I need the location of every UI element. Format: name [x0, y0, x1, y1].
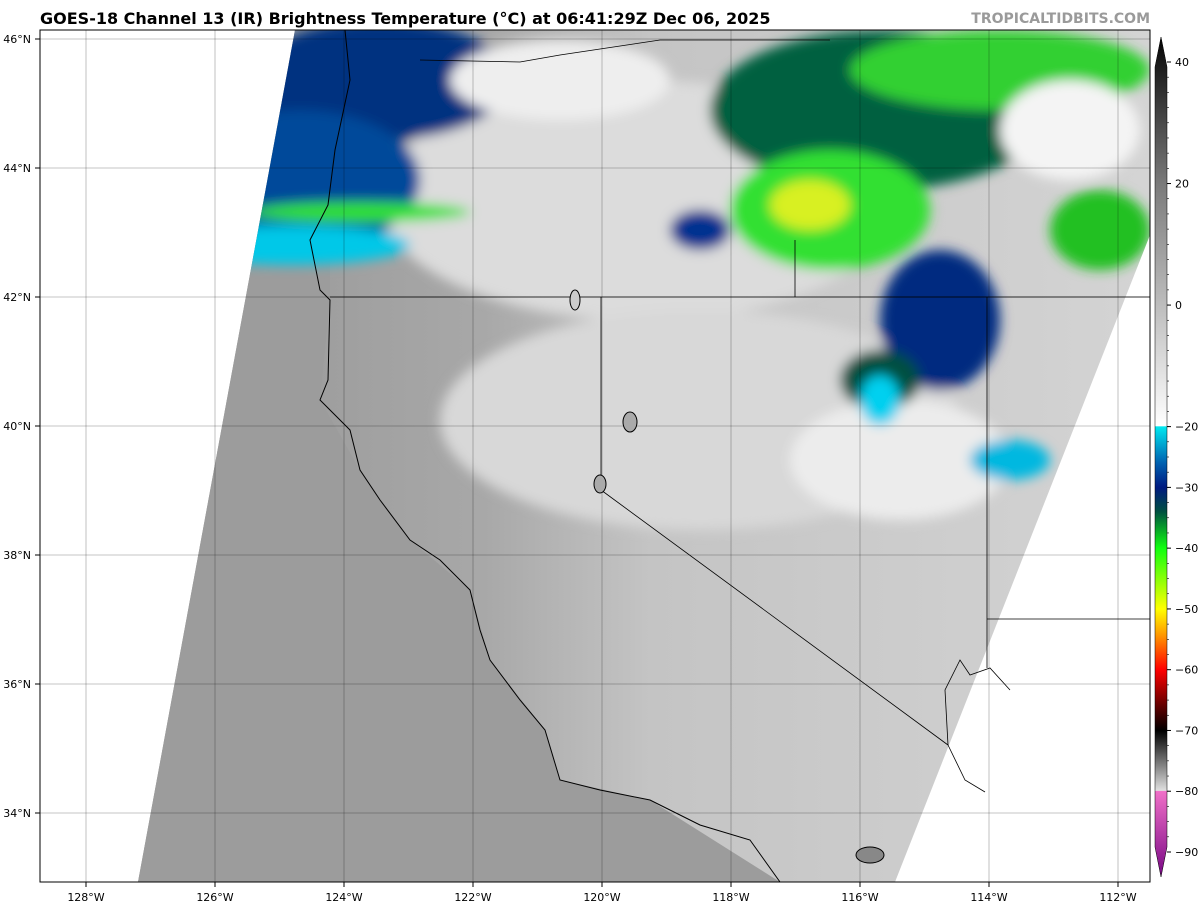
satellite-swath: [138, 30, 1150, 882]
lat-tick-label: 34°N: [3, 807, 31, 820]
lon-tick-label: 126°W: [196, 891, 233, 904]
colorado-river: [944, 659, 1011, 746]
lon-tick-label: 118°W: [712, 891, 749, 904]
colorbar-tick-label: −60: [1175, 664, 1198, 677]
graticule: [40, 30, 1150, 882]
colorbar-tick-label: −30: [1175, 481, 1198, 494]
colorbar-gradient: [1154, 36, 1168, 878]
colorbar-tick-label: −50: [1175, 603, 1198, 616]
lake: [622, 411, 638, 433]
axis-ticks: 128°W 126°W 124°W 122°W 120°W 118°W 116°W 114°W…: [3, 33, 1137, 904]
colorbar-tick-label: 40: [1175, 56, 1189, 69]
lon-tick-label: 128°W: [67, 891, 104, 904]
lon-tick-label: 120°W: [583, 891, 620, 904]
lake-tahoe: [593, 474, 607, 494]
pacific-coastline: [309, 30, 781, 882]
washington-oregon-border: [419, 39, 830, 63]
lon-tick-label: 116°W: [841, 891, 878, 904]
colorbar-tick-label: 0: [1175, 299, 1182, 312]
colorbar: 40 20 0 −20 −30 −40 −50 −60 −70 −80 −90: [1154, 36, 1198, 878]
chart-title: GOES-18 Channel 13 (IR) Brightness Tempe…: [40, 9, 771, 28]
coastlines-and-borders: [309, 30, 1150, 882]
colorbar-tick-label: −20: [1175, 421, 1198, 434]
baja-coast: [947, 744, 986, 793]
colorbar-tick-label: −40: [1175, 542, 1198, 555]
lake: [569, 289, 581, 311]
lon-tick-label: 124°W: [325, 891, 362, 904]
lat-tick-label: 44°N: [3, 162, 31, 175]
lat-tick-label: 36°N: [3, 678, 31, 691]
lon-tick-label: 112°W: [1099, 891, 1136, 904]
plot-frame: [39, 29, 1151, 883]
colorbar-tick-label: −80: [1175, 785, 1198, 798]
lat-tick-label: 46°N: [3, 33, 31, 46]
lat-tick-label: 38°N: [3, 549, 31, 562]
lon-tick-label: 122°W: [454, 891, 491, 904]
colorbar-tick-label: −90: [1175, 846, 1198, 859]
lon-tick-label: 114°W: [970, 891, 1007, 904]
watermark: TROPICALTIDBITS.COM: [971, 11, 1150, 27]
salton-sea: [855, 846, 885, 864]
colorbar-tick-label: −70: [1175, 724, 1198, 737]
colorbar-tick-label: 20: [1175, 178, 1189, 191]
lat-tick-label: 42°N: [3, 291, 31, 304]
lat-tick-label: 40°N: [3, 420, 31, 433]
